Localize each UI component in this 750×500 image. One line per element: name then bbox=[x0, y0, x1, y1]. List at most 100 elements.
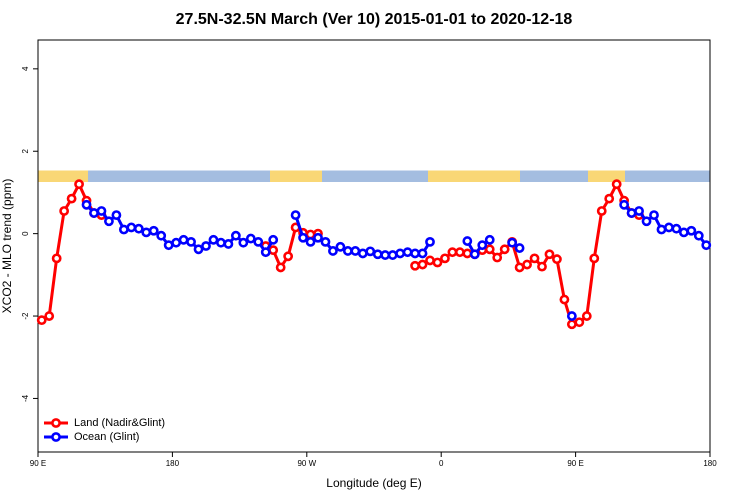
data-point bbox=[387, 250, 398, 260]
data-point bbox=[328, 246, 338, 256]
data-point bbox=[245, 233, 256, 244]
data-point bbox=[66, 193, 77, 204]
x-tick-label: 0 bbox=[439, 459, 444, 468]
data-point bbox=[230, 230, 241, 241]
y-tick-label: 2 bbox=[21, 148, 30, 153]
x-axis-label: Longitude (deg E) bbox=[326, 476, 421, 490]
data-point bbox=[186, 236, 196, 247]
data-point bbox=[552, 254, 562, 265]
data-point bbox=[74, 179, 84, 190]
data-point bbox=[36, 315, 47, 326]
data-point bbox=[417, 248, 428, 259]
data-point bbox=[425, 255, 435, 266]
y-tick-label: 4 bbox=[21, 66, 30, 71]
data-point bbox=[268, 245, 279, 256]
x-tick-label: 90 E bbox=[30, 459, 46, 468]
data-point bbox=[507, 237, 518, 248]
x-tick-label: 180 bbox=[703, 459, 717, 468]
legend-marker bbox=[51, 418, 61, 428]
data-point bbox=[290, 210, 301, 220]
data-point bbox=[350, 246, 361, 256]
data-point bbox=[514, 262, 525, 273]
data-point bbox=[268, 234, 279, 245]
legend-marker bbox=[51, 432, 61, 442]
data-point bbox=[559, 294, 570, 305]
data-point bbox=[365, 246, 376, 257]
data-point bbox=[462, 236, 473, 246]
data-point bbox=[298, 232, 308, 243]
data-point bbox=[477, 240, 488, 251]
data-point bbox=[171, 237, 182, 248]
y-tick-label: -2 bbox=[21, 312, 30, 320]
data-point bbox=[208, 234, 219, 245]
data-point bbox=[425, 236, 435, 247]
data-point bbox=[335, 241, 346, 252]
legend-label: Ocean (Glint) bbox=[74, 431, 139, 443]
data-point bbox=[604, 193, 615, 204]
data-point bbox=[701, 240, 712, 251]
data-point bbox=[357, 248, 368, 259]
data-point bbox=[537, 261, 547, 272]
data-point bbox=[440, 253, 450, 264]
data-point bbox=[626, 208, 637, 218]
x-tick-label: 180 bbox=[166, 459, 180, 468]
data-point bbox=[611, 179, 622, 190]
data-point bbox=[141, 227, 152, 238]
data-point bbox=[522, 259, 532, 270]
data-point bbox=[253, 236, 264, 247]
data-point bbox=[320, 236, 331, 247]
data-point bbox=[178, 234, 189, 245]
data-point bbox=[89, 208, 99, 218]
data-point bbox=[566, 319, 577, 330]
legend-label: Land (Nadir&Glint) bbox=[74, 417, 165, 429]
data-point bbox=[656, 224, 667, 235]
data-point bbox=[649, 210, 659, 220]
data-point bbox=[380, 250, 391, 260]
data-point bbox=[484, 234, 495, 245]
data-point bbox=[432, 257, 443, 268]
data-point bbox=[201, 241, 211, 251]
data-point bbox=[581, 311, 592, 321]
data-point bbox=[693, 230, 704, 241]
data-point bbox=[104, 216, 114, 227]
data-point bbox=[664, 222, 674, 233]
data-point bbox=[193, 244, 204, 255]
data-point bbox=[133, 223, 144, 234]
data-point bbox=[410, 260, 420, 271]
x-tick-label: 90 E bbox=[567, 459, 583, 468]
data-point bbox=[499, 244, 510, 255]
data-point bbox=[163, 240, 174, 251]
data-point bbox=[641, 216, 652, 227]
data-point bbox=[454, 247, 465, 258]
data-point bbox=[223, 239, 234, 249]
data-point bbox=[492, 252, 503, 263]
data-point bbox=[671, 223, 682, 234]
data-point bbox=[395, 248, 406, 259]
x-tick-label: 90 W bbox=[297, 459, 316, 468]
data-point bbox=[260, 247, 271, 258]
data-point bbox=[44, 311, 55, 321]
data-point bbox=[96, 206, 107, 216]
data-point bbox=[529, 253, 540, 264]
data-point bbox=[596, 206, 607, 216]
chart-title: 27.5N-32.5N March (Ver 10) 2015-01-01 to… bbox=[176, 11, 573, 28]
y-axis-label: XCO2 - MLO trend (ppm) bbox=[0, 179, 14, 314]
data-point bbox=[305, 236, 316, 247]
data-point bbox=[634, 206, 644, 216]
surface-mask-strip bbox=[38, 170, 710, 182]
data-point bbox=[342, 246, 353, 256]
data-point bbox=[589, 253, 600, 264]
data-point bbox=[59, 206, 70, 216]
data-point bbox=[619, 199, 630, 210]
data-point bbox=[447, 247, 458, 258]
data-point bbox=[484, 244, 495, 255]
y-tick-label: -4 bbox=[21, 394, 30, 402]
data-point bbox=[275, 262, 286, 273]
data-point bbox=[118, 224, 129, 235]
data-point bbox=[417, 259, 428, 270]
data-point bbox=[410, 248, 420, 259]
data-point bbox=[686, 225, 697, 236]
plot-frame bbox=[37, 39, 711, 453]
data-point bbox=[462, 248, 473, 259]
